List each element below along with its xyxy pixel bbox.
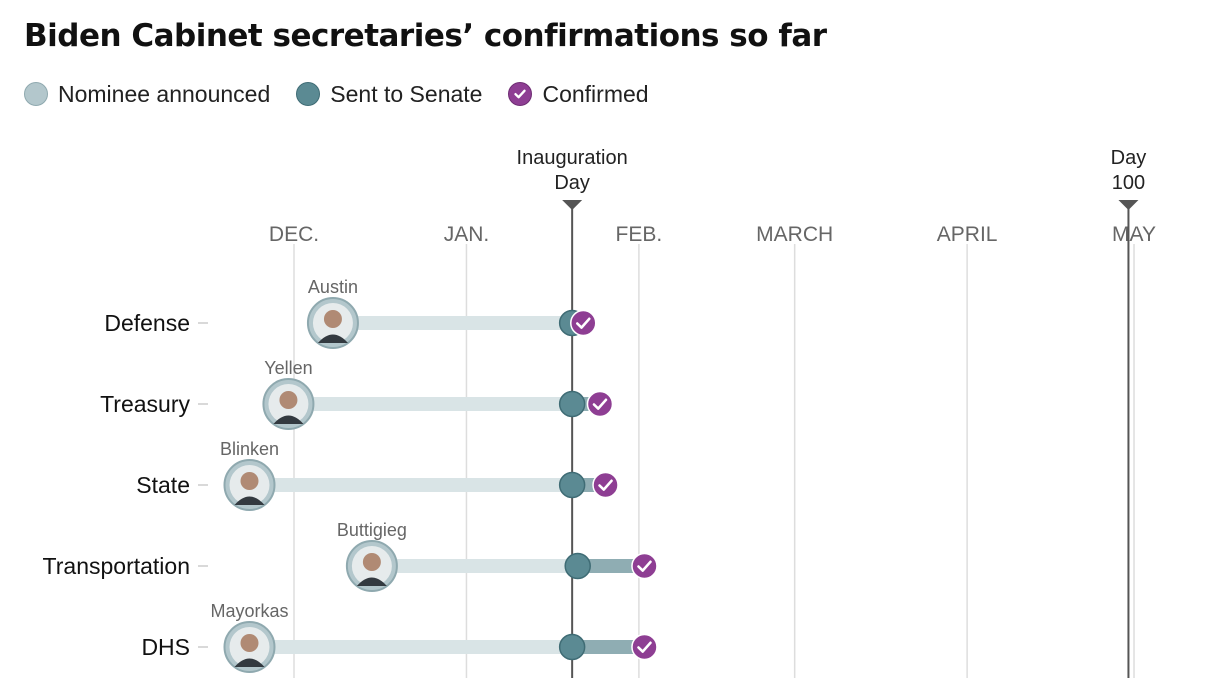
senate-bar [572, 640, 645, 654]
avatar-shoulders-icon [234, 658, 265, 667]
month-tick-label: MAY [1112, 223, 1156, 246]
sent-marker [558, 390, 586, 418]
nominee-avatar [223, 621, 276, 673]
confirmed-marker [631, 552, 658, 580]
checkmark-icon [637, 641, 652, 653]
confirmed-marker [570, 309, 597, 337]
avatar-shoulders-icon [234, 496, 265, 505]
legend-item-announced: Nominee announced [24, 81, 270, 108]
legend: Nominee announced Sent to Senate Confirm… [24, 78, 675, 110]
nominee-name-label: Yellen [264, 358, 312, 378]
nominee-avatar [345, 540, 398, 592]
legend-label-announced: Nominee announced [58, 80, 271, 107]
checkmark-icon [508, 82, 533, 106]
confirmed-marker [586, 390, 614, 418]
avatar-face-icon [240, 472, 259, 490]
sent-marker [558, 633, 586, 661]
month-tick-label: JAN. [444, 223, 490, 246]
department-label: Treasury [100, 391, 190, 417]
nominee-name-label: Mayorkas [210, 601, 288, 621]
event-marker-icon [562, 200, 583, 210]
nominee-name-label: Buttigieg [337, 520, 407, 540]
avatar-shoulders-icon [356, 577, 387, 586]
checkmark-icon [575, 317, 591, 329]
event-label: Day [1111, 147, 1147, 169]
avatar-face-icon [323, 310, 342, 328]
announced-dot-icon [24, 82, 48, 106]
sent-marker [564, 552, 591, 580]
event-label: Day [554, 172, 590, 194]
legend-item-sent: Sent to Senate [296, 81, 482, 108]
nominee-avatar [262, 378, 315, 430]
checkmark-icon [592, 398, 608, 410]
department-label: Defense [104, 310, 190, 336]
legend-item-confirmed: Confirmed [508, 80, 649, 108]
department-label: DHS [141, 634, 190, 660]
event-label: Inauguration [517, 147, 628, 169]
month-tick-label: APRIL [937, 223, 998, 246]
avatar-face-icon [279, 391, 298, 409]
confirmed-marker [592, 471, 619, 499]
waiting-bar [371, 559, 578, 573]
waiting-bar [249, 640, 573, 654]
event-marker-icon [1118, 200, 1139, 210]
checkmark-icon [598, 479, 613, 491]
nominee-name-label: Blinken [220, 439, 279, 459]
sent-marker [558, 471, 586, 499]
nominee-name-label: Austin [308, 277, 358, 297]
department-label: Transportation [43, 553, 190, 579]
sent-dot-icon [296, 82, 321, 106]
chart-title: Biden Cabinet secretaries’ confirmations… [24, 18, 827, 54]
confirmed-marker [631, 633, 658, 661]
waiting-bar [249, 478, 573, 492]
waiting-bar [332, 316, 573, 330]
department-label: State [136, 472, 190, 498]
avatar-shoulders-icon [273, 415, 304, 424]
avatar-face-icon [362, 553, 381, 571]
nominee-avatar [306, 297, 359, 349]
month-tick-label: MARCH [756, 223, 833, 246]
waiting-bar [288, 397, 573, 411]
event-label: 100 [1112, 172, 1145, 194]
month-tick-label: FEB. [616, 223, 663, 246]
checkmark-icon [637, 560, 652, 572]
month-tick-label: DEC. [269, 223, 319, 246]
avatar-shoulders-icon [317, 334, 348, 343]
legend-label-confirmed: Confirmed [542, 80, 649, 107]
senate-bar [577, 559, 645, 573]
avatar-face-icon [240, 634, 259, 652]
legend-label-sent: Sent to Senate [330, 80, 483, 107]
nominee-avatar [223, 459, 276, 511]
